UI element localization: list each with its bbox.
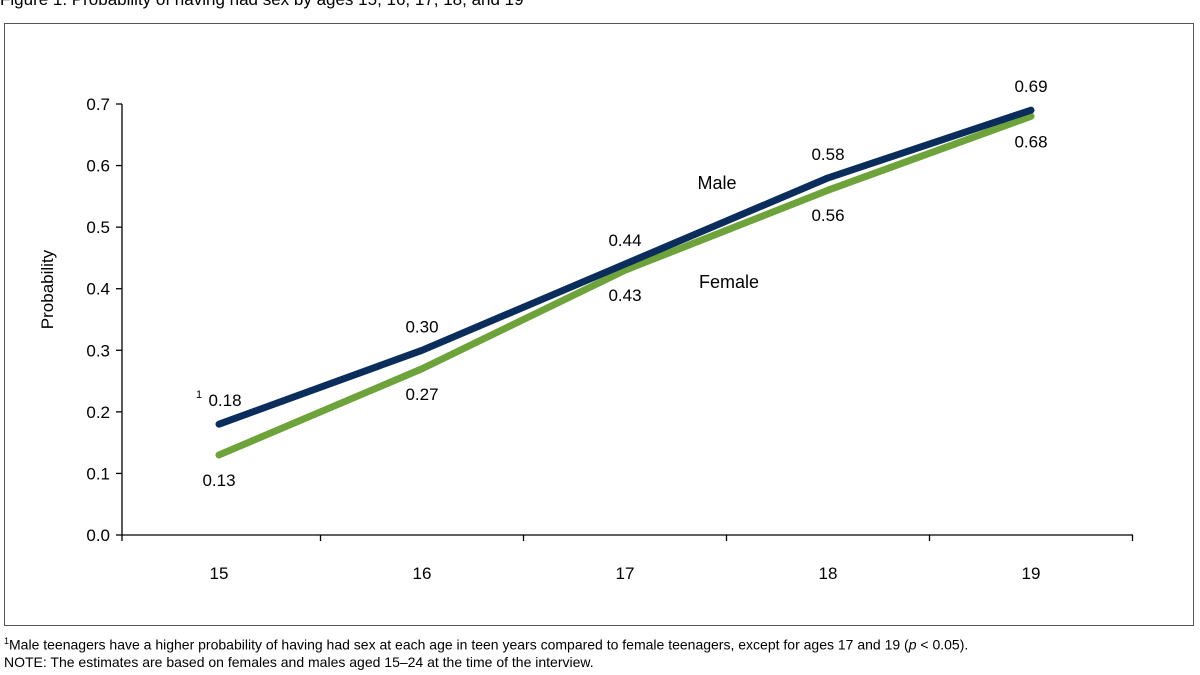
y-tick-label: 0.7 — [86, 95, 110, 114]
data-label-male: 0.30 — [405, 317, 438, 336]
y-tick-label: 0.3 — [86, 341, 110, 360]
chart-frame: 0.0 0.1 0.2 0.3 0.4 0.5 0.6 0.7 15 16 17 18 19 Probab… — [4, 23, 1194, 626]
data-label-female: 0.56 — [811, 206, 844, 225]
x-tick-label: 15 — [210, 564, 229, 583]
data-label-male: 0.69 — [1014, 77, 1047, 96]
note-text: NOTE: The estimates are based on females… — [4, 653, 594, 670]
footnote-marker-male: 1 — [196, 389, 202, 401]
data-label-female: 0.43 — [608, 286, 641, 305]
chart-title: Figure 1. Probability of having had sex … — [0, 0, 1200, 10]
footnote-marker: 1 — [4, 636, 10, 646]
y-tick-label: 0.1 — [86, 464, 110, 483]
x-tick-label: 16 — [413, 564, 432, 583]
y-tick-label: 0.0 — [86, 526, 110, 545]
series-label-female: Female — [699, 272, 759, 292]
y-tick-label: 0.6 — [86, 157, 110, 176]
y-tick-label: 0.4 — [86, 280, 110, 299]
y-tick-label: 0.5 — [86, 218, 110, 237]
footnote-p: p — [908, 636, 917, 653]
data-label-female: 0.13 — [202, 471, 235, 490]
x-tick-label: 18 — [819, 564, 838, 583]
x-tick-label: 19 — [1022, 564, 1041, 583]
x-tick-label: 17 — [616, 564, 635, 583]
data-label-male: 0.18 — [208, 391, 241, 410]
footnotes: 1Male teenagers have a higher probabilit… — [4, 633, 1196, 671]
data-label-male: 0.44 — [608, 231, 641, 250]
footnote-1: 1Male teenagers have a higher probabilit… — [4, 633, 1196, 654]
series-lines — [215, 106, 1035, 459]
data-label-female: 0.68 — [1014, 132, 1047, 151]
line-chart: 0.0 0.1 0.2 0.3 0.4 0.5 0.6 0.7 15 16 17 18 19 Probab… — [38, 77, 1134, 583]
footnote-text-a: Male teenagers have a higher probability… — [9, 636, 909, 653]
data-label-male: 0.58 — [811, 145, 844, 164]
series-label-male: Male — [697, 173, 736, 193]
footnote-text-b: < 0.05). — [916, 636, 969, 653]
series-line-male — [215, 106, 1035, 428]
data-labels: 0.18 1 0.30 0.44 0.58 0.69 0.13 0.27 0.43 0.56 0.6… — [196, 77, 1048, 490]
axes: 0.0 0.1 0.2 0.3 0.4 0.5 0.6 0.7 15 16 17 18 19 Probab… — [38, 95, 1134, 583]
data-label-female: 0.27 — [405, 385, 438, 404]
y-tick-label: 0.2 — [86, 403, 110, 422]
series-line-female — [215, 112, 1035, 459]
y-axis-label: Probability — [38, 249, 57, 329]
